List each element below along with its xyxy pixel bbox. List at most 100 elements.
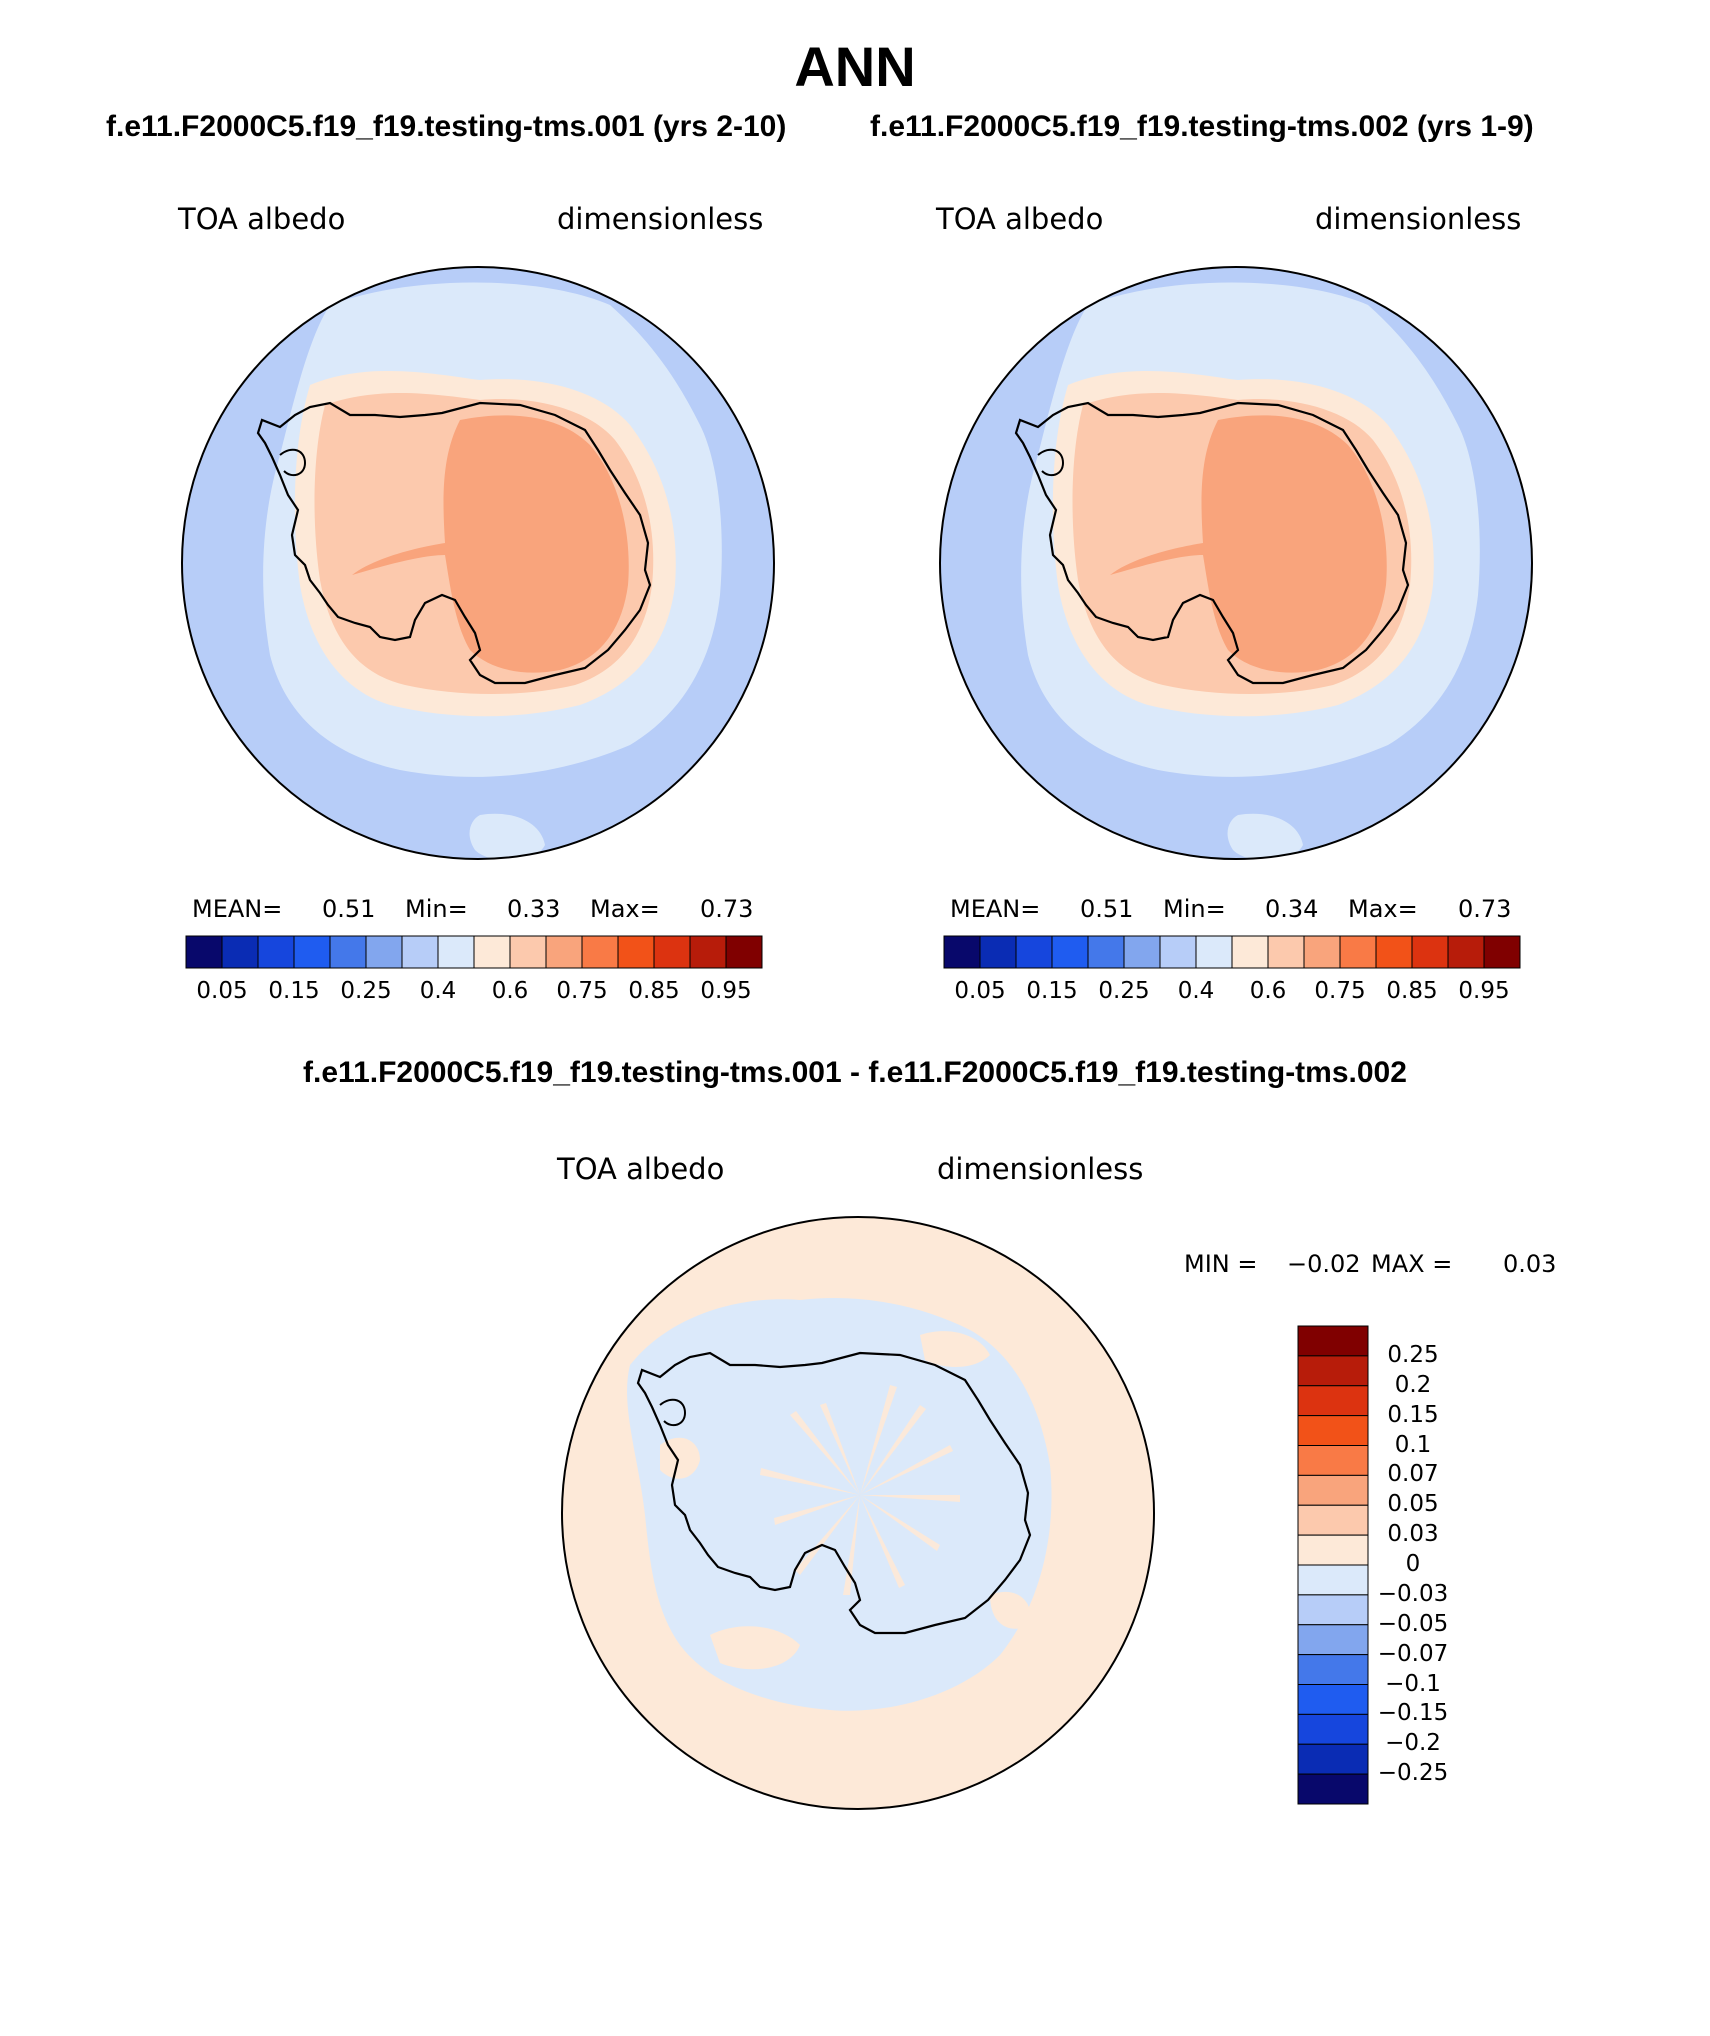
cb2-tick: 0.75 (1314, 978, 1366, 1004)
panel2-coastline (1014, 401, 1410, 685)
colorbar-cell (509, 935, 547, 969)
cb1-tick: 0.75 (556, 978, 608, 1004)
cb3-tick: 0.07 (1387, 1461, 1439, 1488)
colorbar-cell (1483, 935, 1521, 969)
panel2-colorbar-ticks: 0.05 0.15 0.25 0.4 0.6 0.75 0.85 0.95 (944, 978, 1520, 1008)
cb3-tick: −0.25 (1377, 1760, 1449, 1787)
colorbar-cell (1297, 1534, 1369, 1566)
colorbar-cell (1123, 935, 1161, 969)
panel3-coastline (636, 1351, 1032, 1635)
colorbar-cell (1159, 935, 1197, 969)
panel2-max-label: Max= (1348, 895, 1418, 923)
panel3-max-value: 0.03 (1503, 1250, 1557, 1278)
cb1-tick: 0.05 (196, 978, 248, 1004)
colorbar-cell (689, 935, 727, 969)
panel1-map (181, 266, 775, 860)
colorbar-cell (1051, 935, 1089, 969)
colorbar-cell (473, 935, 511, 969)
colorbar-cell (221, 935, 259, 969)
cb3-tick: −0.03 (1377, 1580, 1449, 1607)
panel1-coastline (256, 401, 652, 685)
cb2-tick: 0.15 (1026, 978, 1078, 1004)
panel3-min-label: MIN = (1184, 1250, 1258, 1278)
colorbar-cell (545, 935, 583, 969)
colorbar-cell (437, 935, 475, 969)
colorbar-cell (1231, 935, 1269, 969)
colorbar-cell (1297, 1385, 1369, 1417)
colorbar-cell (1297, 1504, 1369, 1536)
panel3-min-value: −0.02 (1287, 1250, 1361, 1278)
colorbar-cell (1297, 1743, 1369, 1775)
panel2-map-border (939, 266, 1533, 860)
cb2-tick: 0.95 (1458, 978, 1510, 1004)
colorbar-cell (1297, 1654, 1369, 1685)
panel2-interior (1110, 415, 1387, 673)
panel3-positive-patch-b (710, 1626, 800, 1670)
colorbar-cell (943, 935, 981, 969)
panel1-ocean-blob (469, 813, 545, 859)
panel1-colorbar-ticks: 0.05 0.15 0.25 0.4 0.6 0.75 0.85 0.95 (186, 978, 762, 1008)
panel3-positive-patch-c (920, 1331, 990, 1367)
colorbar-cell (1303, 935, 1341, 969)
panel3-positive-rays (760, 1385, 960, 1595)
colorbar-cell (617, 935, 655, 969)
panel1-max-label: Max= (590, 895, 660, 923)
cb3-tick: 0.15 (1387, 1401, 1439, 1428)
colorbar-cell (257, 935, 295, 969)
cb2-tick: 0.05 (954, 978, 1006, 1004)
colorbar-cell (1447, 935, 1485, 969)
cb3-tick: −0.05 (1377, 1610, 1449, 1637)
panel3-map (561, 1216, 1155, 1810)
panel3-map-border (561, 1216, 1155, 1810)
panel3-negative-ring (627, 1298, 1052, 1711)
panel1-left-label: TOA albedo (178, 202, 346, 236)
cb3-tick: 0.25 (1387, 1341, 1439, 1368)
colorbar-cell (1375, 935, 1413, 969)
cb1-tick: 0.6 (491, 978, 529, 1004)
panel3-positive-patch-d (990, 1591, 1031, 1629)
colorbar-cell (1297, 1415, 1369, 1446)
cb3-tick: 0.03 (1387, 1521, 1439, 1548)
panel1-mean-value: 0.51 (322, 895, 376, 923)
colorbar-cell (1297, 1594, 1369, 1626)
cb3-tick: 0 (1405, 1551, 1421, 1577)
colorbar-cell (1015, 935, 1053, 969)
cb1-tick: 0.85 (628, 978, 680, 1004)
panel3-max-label: MAX = (1371, 1250, 1453, 1278)
colorbar-cell (1195, 935, 1233, 969)
panel3-ice-shelf (659, 1398, 687, 1427)
colorbar-cell (1087, 935, 1125, 969)
panel1-map-border (181, 266, 775, 860)
cb3-tick: −0.1 (1385, 1670, 1441, 1697)
cb2-tick: 0.85 (1386, 978, 1438, 1004)
panel1-colorbar (185, 935, 763, 969)
panel2-mean-value: 0.51 (1080, 895, 1134, 923)
colorbar-cell (401, 935, 439, 969)
case1-title: f.e11.F2000C5.f19_f19.testing-tms.001 (y… (106, 110, 787, 143)
cb1-tick: 0.15 (268, 978, 320, 1004)
panel3-colorbar (1297, 1325, 1369, 1805)
colorbar-cell (1297, 1773, 1369, 1805)
cb3-tick: 0.05 (1387, 1491, 1439, 1518)
cb3-tick: 0.2 (1394, 1371, 1432, 1398)
diff-title: f.e11.F2000C5.f19_f19.testing-tms.001 - … (303, 1056, 1407, 1089)
main-title: ANN (794, 35, 916, 98)
colorbar-cell (979, 935, 1017, 969)
cb3-tick: 0.1 (1394, 1431, 1432, 1458)
colorbar-cell (653, 935, 691, 969)
cb2-tick: 0.6 (1249, 978, 1287, 1004)
panel3-left-label: TOA albedo (557, 1152, 725, 1186)
colorbar-cell (1411, 935, 1449, 969)
colorbar-cell (1297, 1445, 1369, 1476)
colorbar-cell (1297, 1713, 1369, 1745)
cb3-tick: −0.15 (1377, 1700, 1449, 1727)
panel1-ice-shelf (279, 448, 307, 477)
colorbar-cell (1339, 935, 1377, 969)
panel2-min-value: 0.34 (1265, 895, 1319, 923)
panel2-min-label: Min= (1163, 895, 1226, 923)
colorbar-cell (725, 935, 763, 969)
colorbar-cell (1297, 1355, 1369, 1387)
panel2-ice-shelf (1037, 448, 1065, 477)
cb3-tick: −0.2 (1385, 1730, 1441, 1757)
colorbar-cell (1297, 1684, 1369, 1715)
